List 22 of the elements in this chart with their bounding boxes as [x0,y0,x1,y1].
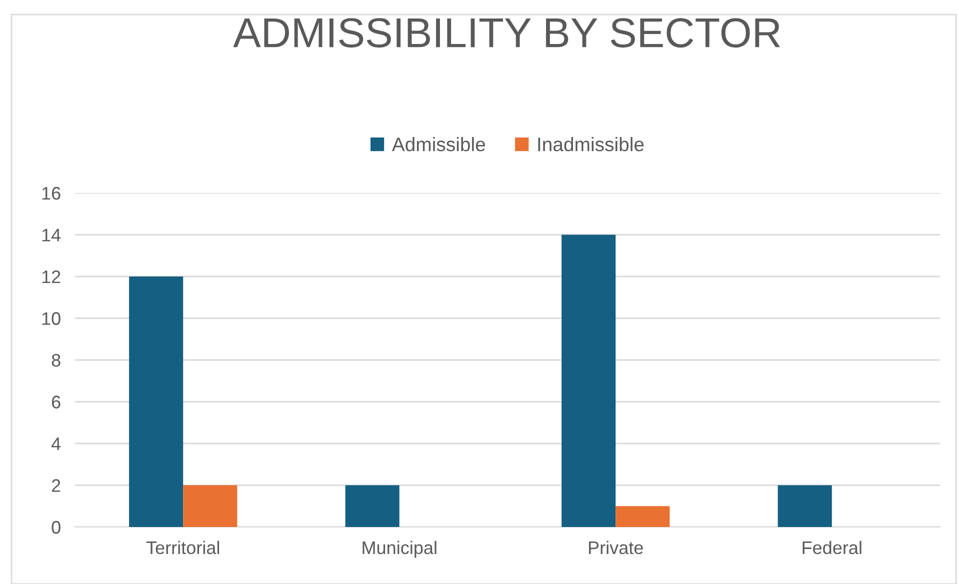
y-tick-label: 16 [42,186,60,200]
bar [778,485,832,527]
bar [616,506,670,527]
x-tick-label: Territorial [146,540,220,554]
y-tick-label: 4 [51,438,61,450]
bar [129,276,184,527]
x-tick-label: Municipal [362,540,436,558]
y-tick-label: 2 [52,479,60,492]
x-tick-label: Federal [802,540,862,554]
y-tick-label: 12 [42,270,60,284]
y-tick-label: 10 [42,312,60,325]
y-tick-label: 6 [52,396,60,408]
y-tick-label: 14 [42,228,61,242]
y-tick-label: 8 [52,354,60,367]
bar [345,485,400,527]
legend-label: Inadmissible [538,137,644,152]
chart-title: ADMISSIBILITY BY SECTOR [233,18,780,48]
legend-label: Admissible [392,137,486,152]
y-tick-label: 0 [52,520,60,534]
x-tick-label: Private [589,540,643,554]
bar [562,234,616,527]
bar [183,485,238,527]
